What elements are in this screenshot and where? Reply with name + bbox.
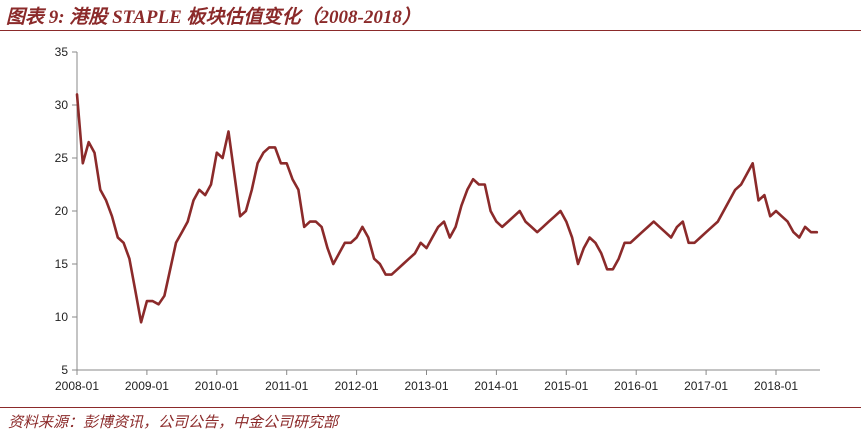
y-tick-label: 20 — [55, 204, 69, 218]
x-tick-label: 2010-01 — [195, 379, 239, 393]
x-tick-label: 2014-01 — [474, 379, 518, 393]
y-tick-label: 35 — [55, 45, 69, 59]
series-group — [75, 93, 819, 324]
x-tick-label: 2011-01 — [265, 379, 308, 393]
x-tick-label: 2009-01 — [125, 379, 169, 393]
y-tick-label: 10 — [55, 310, 69, 324]
x-tick-label: 2013-01 — [404, 379, 448, 393]
series-line-0 — [75, 93, 819, 324]
title-divider — [0, 30, 861, 31]
y-tick-label: 15 — [55, 257, 69, 271]
y-axis-ticks: 5 10 15 20 25 30 35 — [55, 45, 77, 377]
y-tick-label: 30 — [55, 98, 69, 112]
chart-title: 图表 9: 港股 STAPLE 板块估值变化（2008-2018） — [6, 7, 421, 28]
x-axis-ticks: 2008-01 2009-01 2010-01 2011-01 2012-01 2013-… — [55, 370, 798, 393]
x-tick-label: 2016-01 — [614, 379, 658, 393]
source-divider — [0, 407, 861, 408]
chart-axes — [76, 52, 820, 371]
y-tick-label: 5 — [61, 363, 68, 377]
source-note: 资料来源：彭博资讯，公司公告，中金公司研究部 — [8, 415, 339, 431]
x-tick-label: 2012-01 — [335, 379, 379, 393]
x-tick-label: 2018-01 — [754, 379, 798, 393]
y-tick-label: 25 — [55, 151, 69, 165]
x-tick-label: 2017-01 — [684, 379, 728, 393]
x-tick-label: 2015-01 — [544, 379, 588, 393]
x-tick-label: 2008-01 — [55, 379, 99, 393]
